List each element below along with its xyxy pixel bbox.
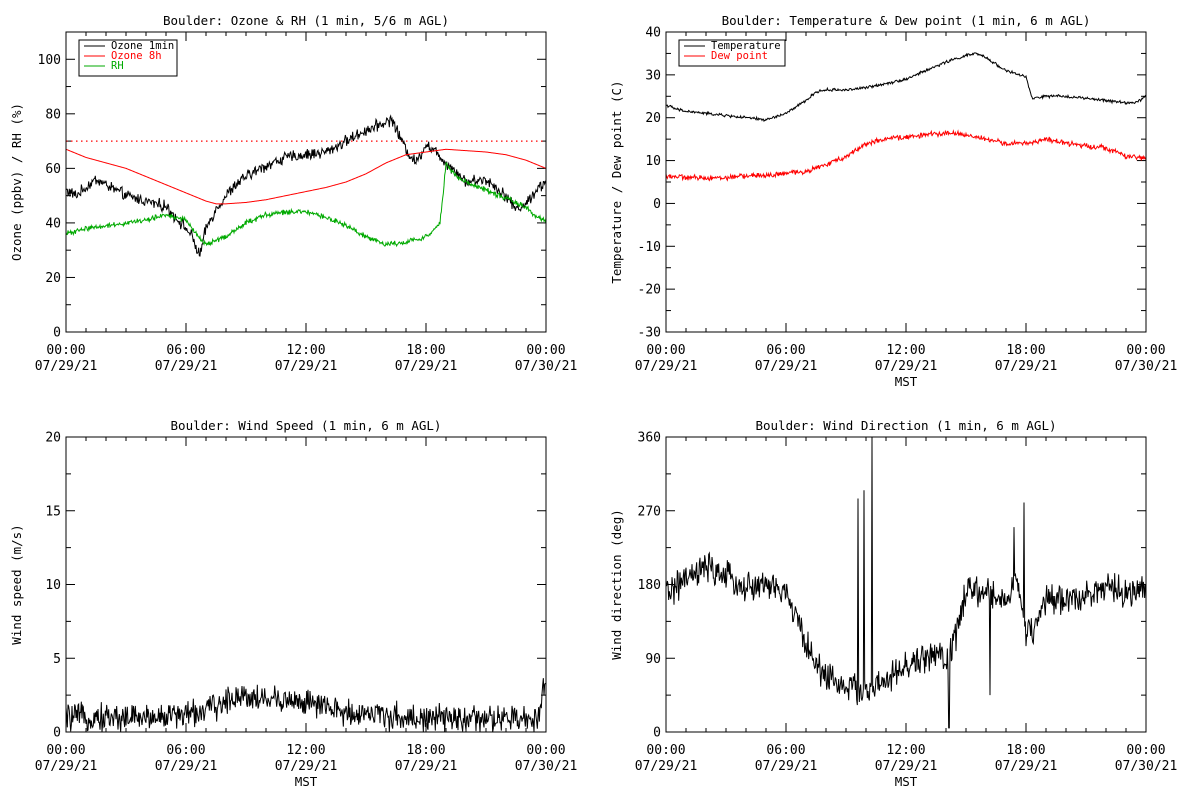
y-tick-label: 360 xyxy=(638,431,661,446)
x-tick-date-label: 07/29/21 xyxy=(275,759,338,774)
y-axis-label: Temperature / Dew point (C) xyxy=(609,80,624,283)
x-tick-date-label: 07/29/21 xyxy=(35,759,98,774)
series-line-ozone-1min xyxy=(66,114,546,257)
chart-title: Boulder: Ozone & RH (1 min, 5/6 m AGL) xyxy=(163,13,449,28)
chart-panel-4: Boulder: Wind Direction (1 min, 6 m AGL)… xyxy=(609,418,1177,789)
x-tick-date-label: 07/29/21 xyxy=(755,759,818,774)
y-tick-label: 10 xyxy=(645,154,661,169)
legend-box xyxy=(678,39,786,67)
legend-label: RH xyxy=(111,60,124,72)
x-tick-time-label: 00:00 xyxy=(646,743,685,758)
y-tick-label: 180 xyxy=(638,578,661,593)
x-tick-time-label: 12:00 xyxy=(886,743,925,758)
x-tick-date-label: 07/29/21 xyxy=(395,759,458,774)
y-tick-label: 20 xyxy=(45,271,61,286)
x-tick-time-label: 06:00 xyxy=(766,343,805,358)
x-tick-date-label: 07/29/21 xyxy=(635,359,698,374)
x-tick-time-label: 12:00 xyxy=(286,343,325,358)
series-line-data xyxy=(66,678,546,732)
series-line-rh xyxy=(66,162,546,248)
y-tick-label: 15 xyxy=(45,504,61,519)
y-tick-label: 5 xyxy=(53,652,61,667)
y-tick-label: -30 xyxy=(638,326,661,341)
y-tick-label: 40 xyxy=(45,216,61,231)
x-axis-label: MST xyxy=(295,774,318,789)
x-tick-time-label: 00:00 xyxy=(646,343,685,358)
x-axis-label: MST xyxy=(895,774,918,789)
y-tick-label: 0 xyxy=(53,326,61,341)
y-tick-label: 0 xyxy=(653,726,661,741)
plot-frame xyxy=(65,31,547,333)
x-tick-time-label: 06:00 xyxy=(766,743,805,758)
plot-frame xyxy=(665,31,1147,333)
y-tick-label: 40 xyxy=(645,26,661,41)
y-tick-label: 0 xyxy=(653,197,661,212)
x-tick-date-label: 07/29/21 xyxy=(155,759,218,774)
series-line-ozone-8h xyxy=(66,148,546,205)
y-tick-label: 60 xyxy=(45,162,61,177)
x-tick-time-label: 12:00 xyxy=(286,743,325,758)
plot-frame xyxy=(665,436,1147,733)
x-tick-date-label: 07/29/21 xyxy=(275,359,338,374)
series-line-temperature xyxy=(666,52,1146,123)
x-tick-time-label: 06:00 xyxy=(166,743,205,758)
x-tick-date-label: 07/30/21 xyxy=(515,759,578,774)
x-tick-time-label: 00:00 xyxy=(46,743,85,758)
x-tick-time-label: 06:00 xyxy=(166,343,205,358)
x-tick-time-label: 18:00 xyxy=(1006,743,1045,758)
x-tick-date-label: 07/29/21 xyxy=(875,359,938,374)
y-axis-label: Wind speed (m/s) xyxy=(9,524,24,644)
chart-title: Boulder: Temperature & Dew point (1 min,… xyxy=(722,13,1091,28)
y-axis-label: Ozone (ppbv) / RH (%) xyxy=(9,103,24,261)
x-tick-date-label: 07/29/21 xyxy=(155,359,218,374)
x-tick-date-label: 07/29/21 xyxy=(755,359,818,374)
legend-label: Dew point xyxy=(711,50,768,62)
x-tick-date-label: 07/30/21 xyxy=(515,359,578,374)
x-tick-date-label: 07/29/21 xyxy=(995,359,1058,374)
x-tick-time-label: 00:00 xyxy=(46,343,85,358)
y-axis-label: Wind direction (deg) xyxy=(609,509,624,660)
y-tick-label: 90 xyxy=(645,652,661,667)
legend-label: Ozone 8h xyxy=(111,50,162,62)
x-axis-label: MST xyxy=(895,374,918,389)
y-tick-label: 10 xyxy=(45,578,61,593)
y-tick-label: 20 xyxy=(45,431,61,446)
x-tick-date-label: 07/29/21 xyxy=(635,759,698,774)
x-tick-date-label: 07/29/21 xyxy=(995,759,1058,774)
y-tick-label: -20 xyxy=(638,283,661,298)
y-tick-label: 80 xyxy=(45,107,61,122)
y-tick-label: 0 xyxy=(53,726,61,741)
plot-frame xyxy=(65,436,547,733)
chart-panel-2: Boulder: Temperature & Dew point (1 min,… xyxy=(609,13,1177,389)
series-line-dew-point xyxy=(666,129,1146,182)
chart-panel-3: Boulder: Wind Speed (1 min, 6 m AGL) Wind… xyxy=(9,418,577,789)
x-tick-date-label: 07/29/21 xyxy=(395,359,458,374)
x-tick-date-label: 07/30/21 xyxy=(1115,759,1178,774)
chart-title: Boulder: Wind Speed (1 min, 6 m AGL) xyxy=(171,418,442,433)
y-tick-label: 20 xyxy=(645,111,661,126)
y-tick-label: 100 xyxy=(38,53,61,68)
legend-label: Temperature xyxy=(711,40,781,52)
legend-label: Ozone 1min xyxy=(111,40,174,52)
x-tick-time-label: 00:00 xyxy=(526,343,565,358)
y-tick-label: -10 xyxy=(638,240,661,255)
x-tick-date-label: 07/29/21 xyxy=(875,759,938,774)
x-tick-date-label: 07/29/21 xyxy=(35,359,98,374)
x-tick-date-label: 07/30/21 xyxy=(1115,359,1178,374)
chart-title: Boulder: Wind Direction (1 min, 6 m AGL) xyxy=(755,418,1056,433)
x-tick-time-label: 12:00 xyxy=(886,343,925,358)
x-tick-time-label: 00:00 xyxy=(1126,743,1165,758)
x-tick-time-label: 18:00 xyxy=(406,743,445,758)
y-tick-label: 30 xyxy=(645,68,661,83)
x-tick-time-label: 18:00 xyxy=(1006,343,1045,358)
series-line-data xyxy=(666,437,1146,729)
x-tick-time-label: 18:00 xyxy=(406,343,445,358)
y-tick-label: 270 xyxy=(638,504,661,519)
x-tick-time-label: 00:00 xyxy=(526,743,565,758)
chart-panel-1: Boulder: Ozone & RH (1 min, 5/6 m AGL) Oz… xyxy=(9,13,577,374)
x-tick-time-label: 00:00 xyxy=(1126,343,1165,358)
